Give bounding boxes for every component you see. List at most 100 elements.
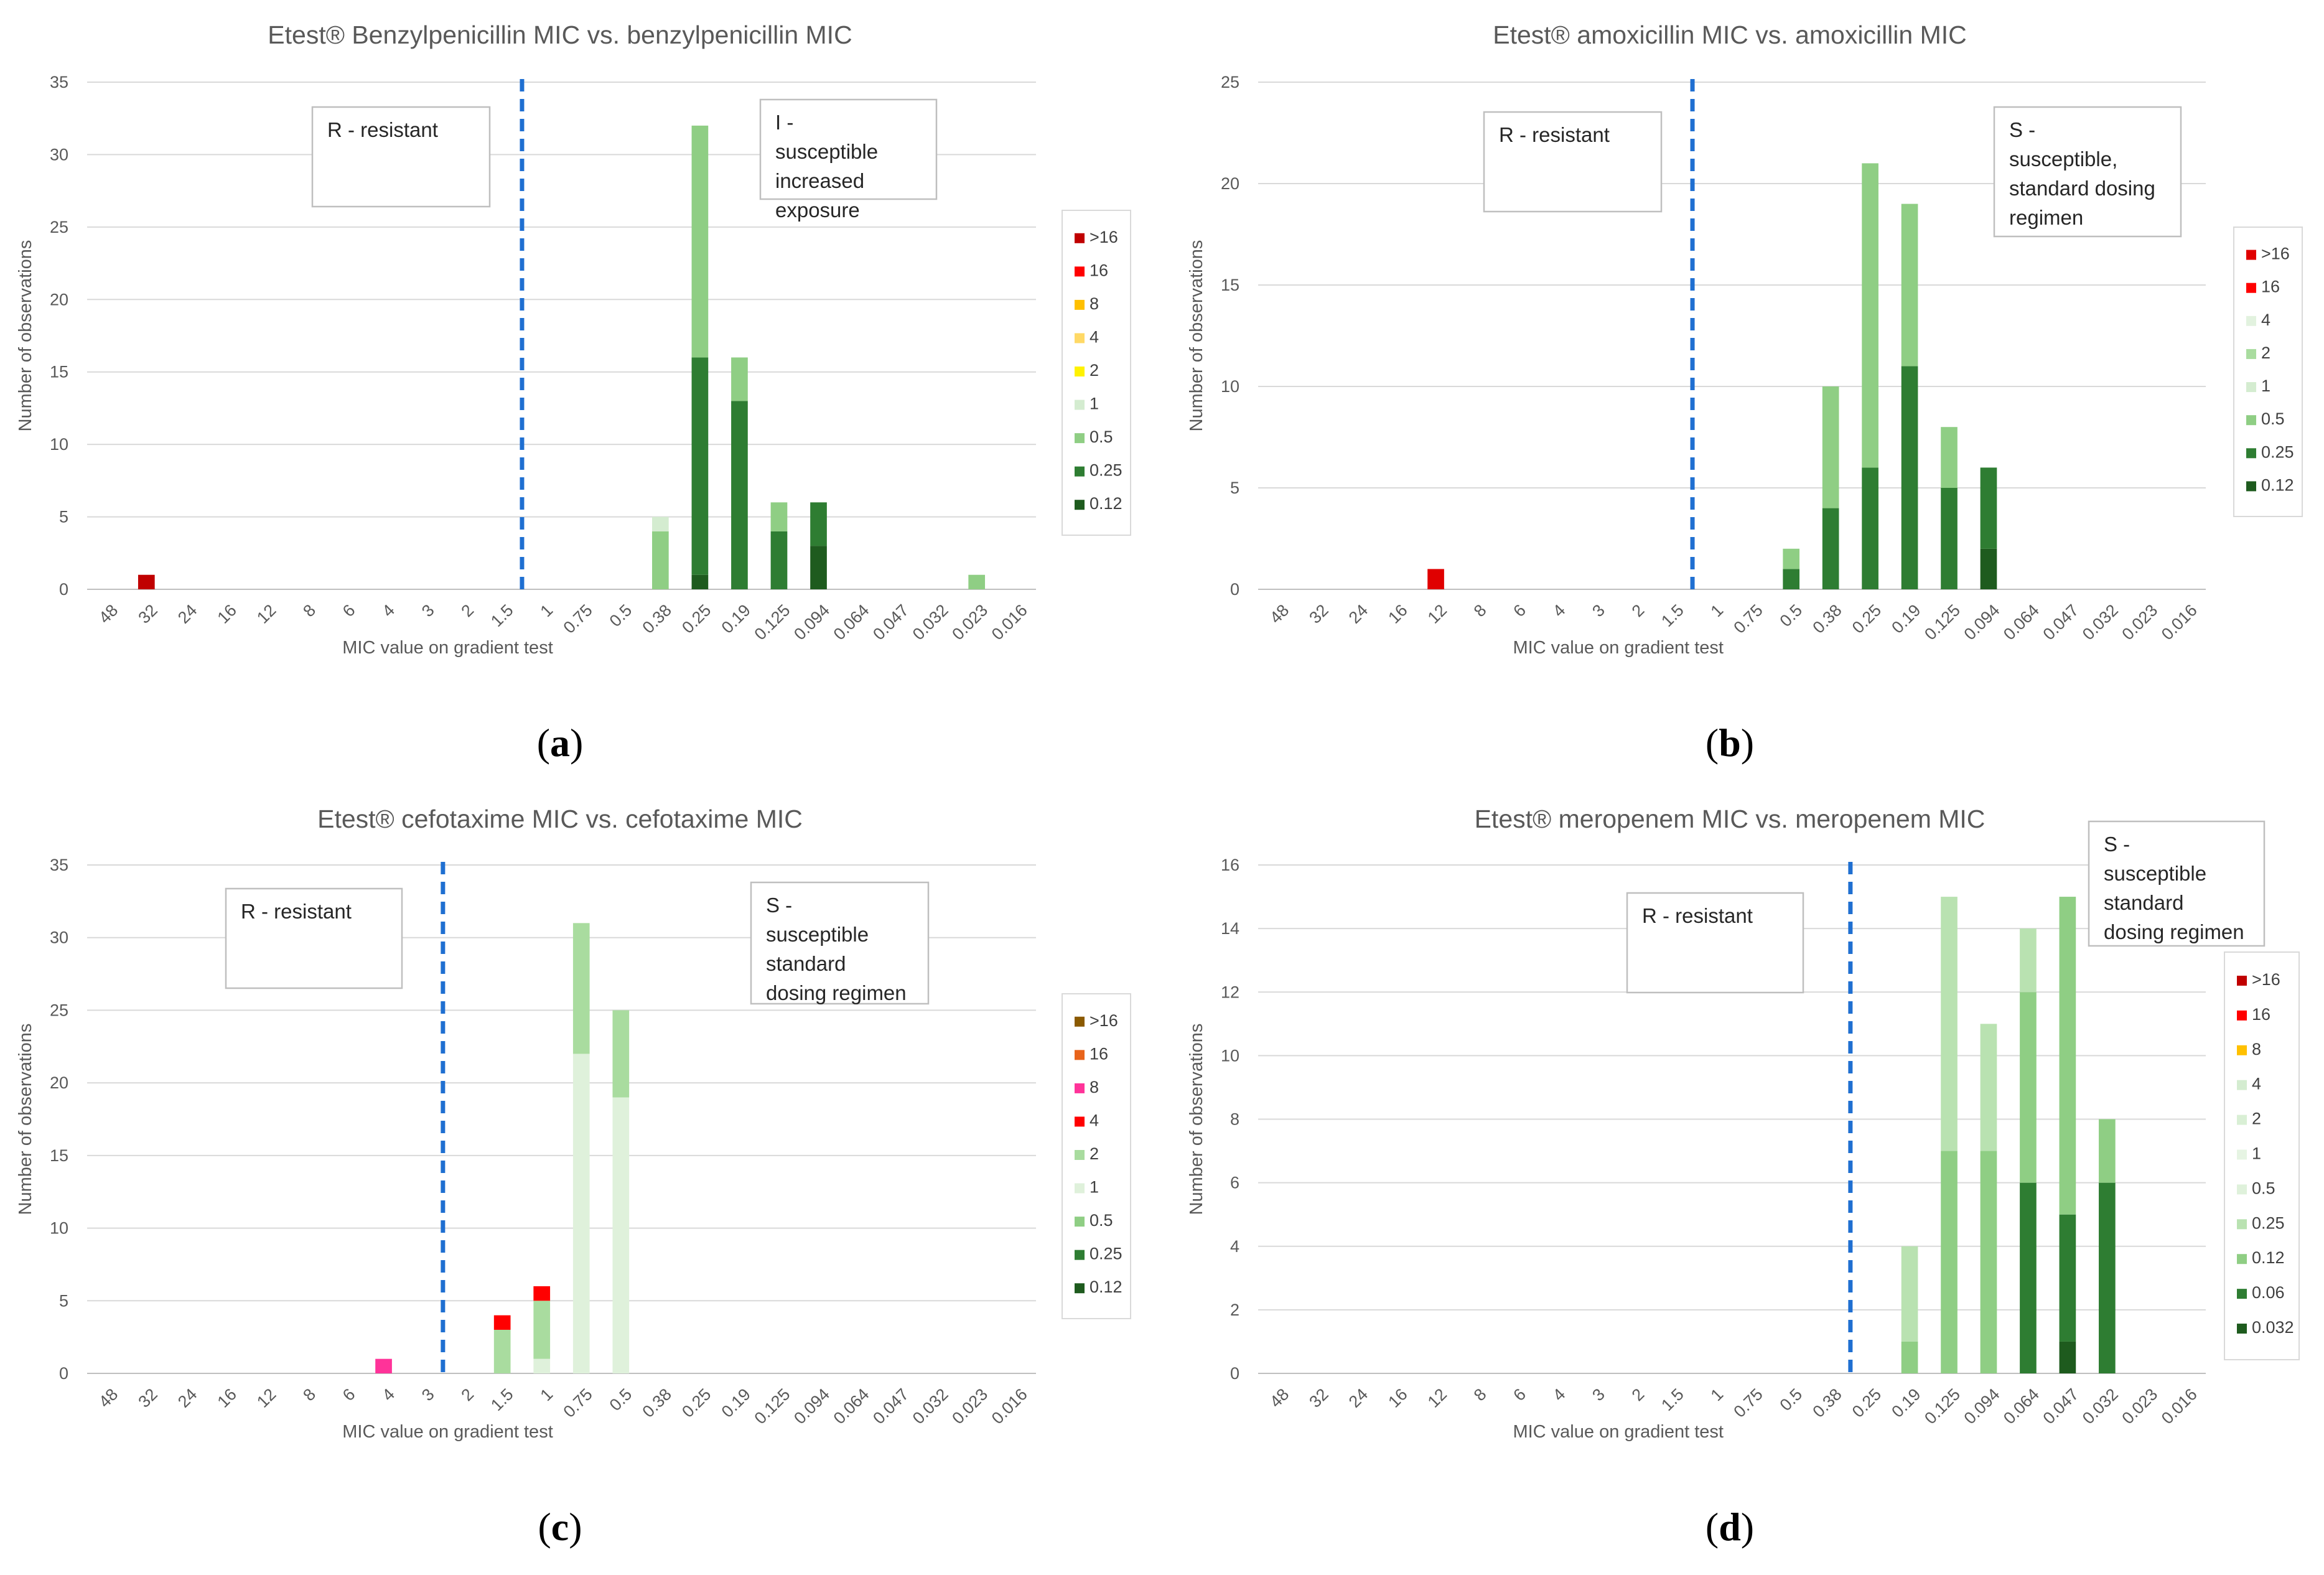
x-tick-label: 24 (1345, 601, 1371, 627)
y-tick-label: 15 (1221, 276, 1239, 294)
bar-segment (652, 516, 669, 531)
bar-segment (1862, 467, 1878, 589)
legend-swatch (1075, 1150, 1085, 1160)
y-tick-label: 20 (1221, 174, 1239, 193)
legend: >16 16 8 4 2 1 0.5 0.25 0.12 (1062, 210, 1131, 536)
y-tick-label: 5 (59, 1291, 68, 1310)
y-tick-label: 0 (59, 1364, 68, 1383)
x-tick-label: 12 (1424, 1385, 1450, 1411)
annotation-frame (311, 106, 491, 208)
legend-frame (1062, 993, 1131, 1319)
legend-swatch (1075, 233, 1085, 243)
bar-segment (1901, 366, 1918, 589)
bar-segment (731, 401, 748, 589)
legend-swatch (1075, 333, 1085, 344)
legend-swatch (2237, 1289, 2247, 1299)
x-tick-label: 0.094 (1961, 1385, 2004, 1428)
x-tick-label: 32 (134, 601, 161, 627)
x-tick-label: 0.064 (830, 601, 873, 643)
x-tick-label: 6 (1510, 601, 1529, 620)
x-tick-label: 24 (174, 601, 200, 627)
x-tick-label: 6 (1510, 1385, 1529, 1404)
annotation-line: standard dosing (2009, 177, 2155, 200)
legend-item: >16 (2237, 970, 2280, 989)
x-tick-label: 1.5 (487, 1385, 517, 1414)
annotation-frame (750, 881, 930, 1005)
x-tick-label: 8 (299, 601, 319, 620)
chart-panel-c: Etest® cefotaxime MIC vs. cefotaxime MIC… (16, 805, 1131, 1442)
bar-segment (533, 1286, 551, 1301)
bar-segment (533, 1358, 551, 1373)
bar-segment (1941, 897, 1958, 1151)
legend-item: 1 (1075, 1178, 1099, 1197)
legend-item: 8 (2237, 1040, 2261, 1059)
legend-swatch (2246, 448, 2256, 459)
legend-label: 2 (2261, 344, 2270, 362)
legend: >16 16 8 4 2 1 0.5 0.25 0.12 0.06 0.032 (2224, 951, 2300, 1360)
bar-segment (1980, 1151, 1997, 1373)
x-tick-label: 6 (339, 1385, 359, 1404)
bar-segment (612, 1097, 630, 1373)
y-axis-title: Number of observations (16, 1024, 35, 1215)
legend-swatch (1075, 1016, 1085, 1027)
legend-swatch (1075, 400, 1085, 410)
x-tick-label: 0.75 (1730, 1385, 1766, 1421)
x-tick-label: 0.5 (606, 601, 636, 630)
annotation-box: R - resistant (1483, 111, 1663, 213)
panel-letter-part: c (551, 1505, 569, 1549)
legend-frame (2233, 227, 2303, 517)
legend-item: 0.12 (1075, 494, 1122, 513)
legend-label: 0.12 (2252, 1248, 2285, 1267)
x-tick-label: 0.38 (639, 1385, 675, 1421)
x-tick-label: 0.25 (1849, 1385, 1885, 1421)
legend-label: 8 (1090, 1078, 1099, 1096)
x-tick-label: 1 (536, 1385, 556, 1404)
x-tick-label: 0.75 (559, 1385, 595, 1421)
legend-swatch (1075, 367, 1085, 376)
bar-segment (2059, 1214, 2076, 1342)
panel-letter-part: ) (1741, 1505, 1754, 1549)
legend-label: 8 (2252, 1040, 2261, 1059)
x-tick-label: 0.016 (988, 601, 1031, 643)
y-tick-label: 30 (50, 145, 68, 164)
annotation-line: increased (775, 169, 864, 192)
legend-label: 1 (2261, 376, 2270, 395)
x-tick-label: 48 (95, 1385, 121, 1411)
annotation-line: S - (766, 894, 792, 917)
x-tick-label: 0.032 (909, 1385, 952, 1428)
y-tick-label: 35 (50, 856, 68, 874)
legend-label: 4 (1090, 1111, 1099, 1129)
bar-segment (138, 574, 155, 589)
annotation-line: S - (2009, 118, 2035, 141)
x-tick-label: 0.047 (869, 1385, 912, 1428)
bar-segment (493, 1315, 511, 1330)
bar-segment (2099, 1119, 2116, 1183)
y-tick-label: 25 (1221, 73, 1239, 91)
panel-letter-part: ) (1741, 721, 1754, 765)
annotation-line: S - (2104, 833, 2130, 856)
bar-segment (612, 1010, 630, 1098)
annotation-line: dosing regimen (2104, 920, 2244, 943)
legend-swatch (2237, 1324, 2247, 1334)
legend-swatch (2237, 1219, 2247, 1230)
legend-swatch (1075, 266, 1085, 277)
y-tick-label: 5 (59, 508, 68, 526)
legend-swatch (2237, 1045, 2247, 1055)
annotation-line: exposure (775, 199, 860, 222)
x-tick-label: 0.023 (948, 601, 991, 643)
legend-item: 0.12 (2237, 1248, 2285, 1267)
legend-item: 1 (1075, 395, 1099, 413)
x-tick-label: 0.125 (751, 1385, 794, 1428)
legend-swatch (1075, 1050, 1085, 1060)
x-tick-label: 0.5 (1776, 1385, 1806, 1414)
legend-item: 1 (2246, 376, 2270, 395)
bar-segment (1822, 386, 1839, 508)
legend-item: >16 (1075, 1011, 1118, 1030)
y-tick-label: 25 (50, 1001, 68, 1019)
legend-label: 0.25 (1090, 461, 1122, 480)
legend-swatch (2237, 1254, 2247, 1264)
annotation-box: S - susceptible standard dosing regimen (2088, 820, 2266, 947)
legend-swatch (2246, 415, 2256, 426)
legend-label: 16 (2252, 1005, 2270, 1024)
x-tick-label: 2 (457, 1385, 477, 1404)
